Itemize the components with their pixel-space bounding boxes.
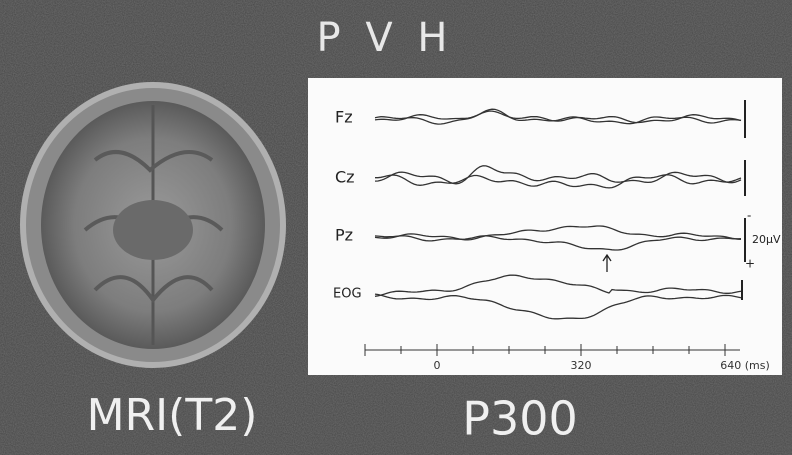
axis-label: 320	[571, 359, 592, 372]
caption: P300	[462, 392, 578, 446]
axis-label: 0	[434, 359, 441, 372]
mri-image	[23, 85, 283, 365]
caption: MRI(T2)	[87, 390, 258, 441]
slide: P V H Fz Cz Pz EOG - 20μV + 0 320 640 (m…	[0, 0, 792, 455]
channel-label: Pz	[335, 226, 353, 245]
scale-minus: -	[747, 209, 751, 223]
slide-title: P V H	[317, 15, 454, 61]
channel-label: EOG	[333, 287, 362, 302]
scale-plus: +	[745, 257, 755, 271]
channel-label: Cz	[335, 168, 355, 187]
axis-label: 640 (ms)	[720, 359, 770, 372]
channel-label: Fz	[335, 108, 353, 127]
scale-label: 20μV	[752, 233, 781, 246]
